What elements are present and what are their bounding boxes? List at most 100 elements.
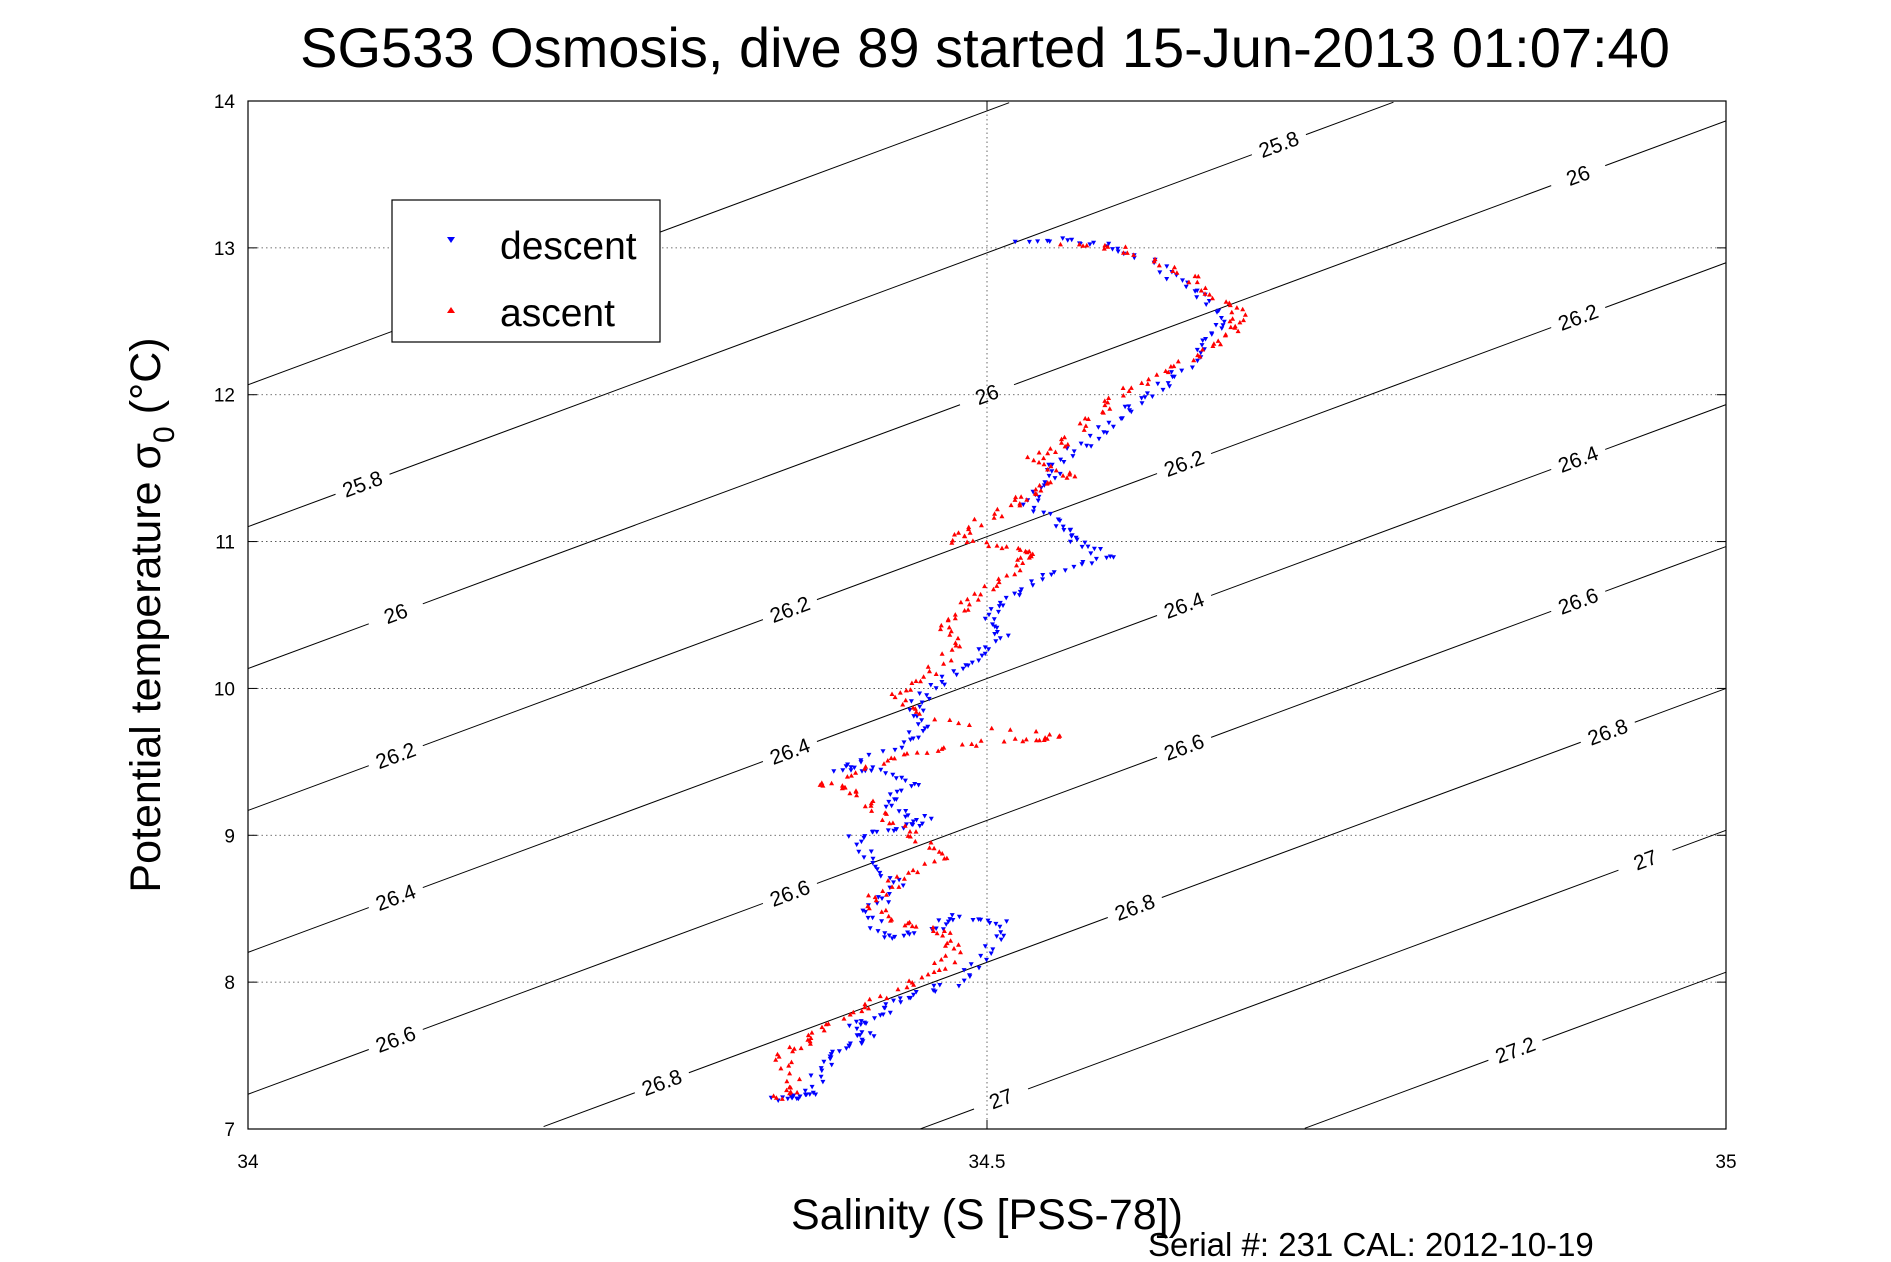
- ascent-point: [1007, 727, 1013, 732]
- descent-point: [1216, 308, 1222, 314]
- ascent-point: [958, 599, 964, 605]
- ascent-point: [1015, 557, 1021, 562]
- density-contour-segment: [422, 902, 764, 1030]
- ascent-point: [842, 785, 848, 790]
- descent-point: [1040, 573, 1046, 578]
- descent-point: [848, 765, 854, 770]
- legend: descent ascent: [391, 199, 661, 343]
- descent-point: [920, 729, 926, 734]
- descent-point: [1149, 394, 1155, 399]
- descent-point: [1042, 480, 1048, 485]
- descent-point: [986, 612, 992, 618]
- descent-point: [982, 651, 988, 657]
- ascent-point: [1014, 562, 1019, 568]
- descent-point: [1203, 337, 1209, 342]
- descent-point: [917, 824, 923, 829]
- ascent-point: [1033, 728, 1039, 734]
- descent-point: [1065, 238, 1071, 243]
- descent-point: [803, 1092, 808, 1098]
- descent-point: [870, 829, 876, 835]
- descent-point: [1079, 544, 1085, 550]
- descent-point: [1110, 247, 1115, 252]
- descent-point: [809, 1084, 815, 1090]
- descent-point: [807, 1092, 813, 1097]
- ascent-point: [788, 1089, 794, 1094]
- descent-point: [1052, 476, 1058, 481]
- descent-point: [943, 922, 949, 927]
- descent-point: [956, 914, 962, 920]
- ascent-point: [986, 543, 992, 549]
- ascent-point: [1152, 256, 1158, 262]
- descent-point: [1218, 316, 1224, 321]
- descent-point: [858, 1022, 864, 1027]
- ascent-point: [880, 888, 886, 893]
- ascent-point: [957, 643, 963, 649]
- ascent-point: [789, 1059, 794, 1065]
- descent-point: [933, 686, 939, 691]
- ascent-point: [1101, 246, 1107, 251]
- descent-point: [881, 1005, 887, 1011]
- ascent-point: [829, 780, 835, 786]
- ascent-point: [1012, 497, 1018, 502]
- descent-point: [1189, 365, 1195, 370]
- ascent-point: [771, 1093, 777, 1098]
- descent-point: [1020, 502, 1026, 508]
- descent-point: [862, 834, 868, 839]
- descent-point: [891, 880, 896, 885]
- legend-ascent-label: ascent: [500, 292, 615, 335]
- descent-point: [854, 1026, 860, 1032]
- descent-point: [886, 933, 892, 938]
- descent-point: [1057, 471, 1063, 477]
- descent-point: [982, 616, 988, 622]
- ascent-point: [1174, 270, 1180, 275]
- descent-point: [894, 827, 899, 832]
- ascent-point: [953, 640, 958, 645]
- ascent-point: [938, 622, 944, 628]
- ascent-point: [994, 506, 1000, 512]
- descent-point: [1035, 239, 1041, 244]
- descent-point: [919, 718, 925, 723]
- ascent-point: [950, 537, 956, 543]
- ascent-point: [1227, 318, 1233, 324]
- descent-point: [909, 784, 914, 789]
- descent-point: [851, 765, 857, 771]
- descent-point: [998, 930, 1004, 935]
- ascent-point: [1121, 250, 1126, 255]
- ascent-point: [1234, 305, 1240, 310]
- descent-point: [939, 680, 945, 685]
- descent-point: [879, 919, 885, 924]
- ascent-point: [1102, 402, 1108, 408]
- descent-point: [915, 722, 921, 727]
- descent-point: [1017, 593, 1022, 598]
- ascent-point: [941, 745, 947, 750]
- ascent-point: [1082, 415, 1088, 421]
- ascent-point: [902, 922, 908, 928]
- ascent-point: [1047, 732, 1053, 737]
- ascent-point: [862, 1004, 868, 1010]
- descent-point: [872, 864, 878, 870]
- descent-point: [1060, 524, 1066, 530]
- ascent-point: [790, 1048, 796, 1054]
- ascent-point: [877, 993, 883, 999]
- ascent-point: [794, 1089, 800, 1095]
- ascent-point: [839, 785, 845, 791]
- ascent-point: [935, 748, 941, 753]
- density-contour-segment: [1027, 869, 1619, 1090]
- descent-point: [887, 1010, 893, 1016]
- descent-point: [990, 947, 996, 952]
- ascent-point: [841, 1016, 847, 1021]
- ascent-point: [850, 1009, 856, 1015]
- descent-point: [985, 918, 991, 924]
- descent-point: [992, 624, 998, 629]
- descent-point: [984, 957, 989, 963]
- density-contour-segment: [1210, 327, 1552, 455]
- ascent-point: [1038, 488, 1044, 493]
- descent-point: [893, 797, 899, 802]
- descent-point: [1035, 498, 1041, 504]
- ascent-point: [939, 851, 945, 856]
- ascent-point: [924, 750, 930, 755]
- ascent-point: [1084, 242, 1090, 248]
- ascent-point: [865, 903, 871, 909]
- descent-point: [976, 965, 982, 971]
- descent-point: [933, 926, 939, 931]
